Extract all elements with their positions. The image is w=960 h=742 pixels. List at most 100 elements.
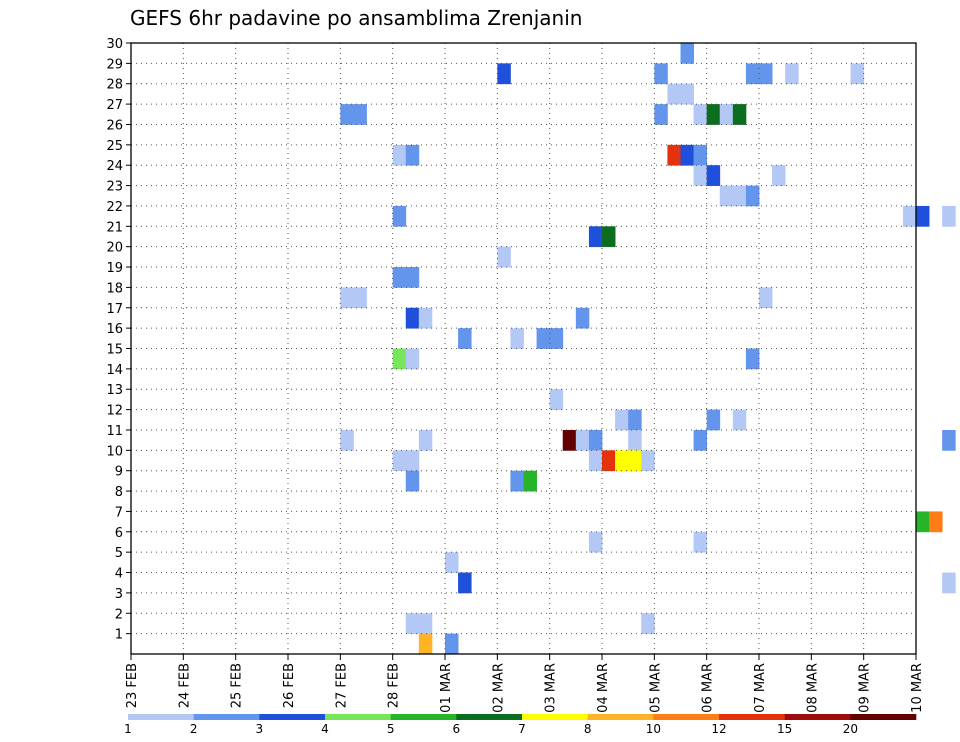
legend-swatch bbox=[522, 714, 588, 720]
heatmap-cell bbox=[641, 450, 655, 472]
y-axis: 1234567891011121314151617181920212223242… bbox=[106, 37, 131, 643]
heatmap-cell bbox=[602, 226, 616, 248]
x-tick-label: 01 MAR bbox=[439, 663, 454, 713]
heatmap-cell bbox=[340, 104, 354, 125]
color-legend: 1 2 3 4 5 6 7 8 10 12 15 20 bbox=[124, 714, 917, 736]
heatmap-cell bbox=[719, 185, 734, 207]
legend-label: 10 bbox=[646, 722, 661, 736]
heatmap-cell bbox=[759, 63, 773, 85]
heatmap-cell bbox=[693, 429, 708, 451]
heatmap-cell bbox=[353, 104, 367, 125]
x-tick-label: 08 MAR bbox=[805, 663, 820, 713]
y-tick-label: 11 bbox=[106, 424, 123, 439]
heatmap-cell bbox=[575, 307, 590, 329]
y-tick-label: 6 bbox=[115, 526, 123, 541]
x-tick-label: 06 MAR bbox=[701, 663, 716, 713]
heatmap-cell bbox=[745, 63, 760, 85]
heatmap-cell bbox=[445, 633, 459, 655]
heatmap-cell bbox=[588, 226, 603, 248]
heatmap-cell bbox=[680, 83, 694, 105]
heatmap-cell bbox=[942, 572, 956, 594]
heatmap-cell bbox=[418, 429, 433, 451]
y-tick-label: 29 bbox=[106, 57, 123, 72]
heatmap-cell bbox=[405, 144, 420, 166]
heatmap-cell bbox=[418, 633, 433, 655]
heatmap-cell bbox=[602, 450, 616, 472]
y-tick-label: 28 bbox=[106, 78, 123, 93]
legend-swatch bbox=[390, 714, 457, 720]
y-tick-label: 10 bbox=[106, 444, 123, 459]
heatmap-cell bbox=[523, 470, 537, 492]
heatmap-cell bbox=[458, 328, 472, 349]
heatmap-cell bbox=[340, 287, 354, 309]
heatmap-cell bbox=[575, 429, 590, 451]
heatmap-cell bbox=[549, 328, 564, 349]
y-tick-label: 7 bbox=[115, 505, 123, 520]
legend-swatch bbox=[325, 714, 391, 720]
cells-layer bbox=[340, 43, 956, 655]
legend-swatch bbox=[259, 714, 326, 720]
heatmap-cell bbox=[693, 531, 708, 553]
x-tick-label: 03 MAR bbox=[544, 663, 559, 713]
heatmap-cell bbox=[405, 348, 420, 370]
heatmap-cell bbox=[418, 613, 433, 635]
heatmap-cell bbox=[745, 185, 760, 207]
heatmap-cell bbox=[536, 328, 551, 349]
heatmap-cell bbox=[392, 450, 407, 472]
y-tick-label: 16 bbox=[106, 322, 123, 337]
x-tick-label: 05 MAR bbox=[648, 663, 663, 713]
heatmap-cell bbox=[916, 511, 930, 533]
legend-label: 3 bbox=[256, 722, 264, 736]
x-tick-label: 09 MAR bbox=[858, 663, 873, 713]
heatmap-cell bbox=[549, 389, 564, 410]
heatmap-cell bbox=[706, 165, 721, 186]
legend-label: 6 bbox=[453, 722, 461, 736]
heatmap-cell bbox=[392, 267, 407, 288]
grid-layer bbox=[131, 43, 916, 654]
x-tick-label: 28 FEB bbox=[387, 663, 402, 708]
heatmap-cell bbox=[445, 552, 459, 573]
heatmap-cell bbox=[458, 572, 472, 594]
y-tick-label: 23 bbox=[106, 180, 123, 195]
heatmap-cell bbox=[418, 307, 433, 329]
x-tick-label: 04 MAR bbox=[596, 663, 611, 713]
legend-swatch bbox=[128, 714, 194, 720]
legend-swatch bbox=[456, 714, 523, 720]
heatmap-cell bbox=[732, 185, 747, 207]
heatmap-cell bbox=[745, 348, 760, 370]
heatmap-cell bbox=[405, 450, 420, 472]
y-tick-label: 20 bbox=[106, 241, 123, 256]
y-tick-label: 19 bbox=[106, 261, 123, 276]
heatmap-cell bbox=[706, 104, 721, 125]
heatmap-cell bbox=[510, 470, 524, 492]
legend-label: 4 bbox=[321, 722, 329, 736]
heatmap-cell bbox=[916, 205, 930, 227]
heatmap-cell bbox=[680, 144, 694, 166]
heatmap-cell bbox=[654, 63, 668, 85]
y-tick-label: 8 bbox=[115, 485, 123, 500]
heatmap-cell bbox=[392, 144, 407, 166]
legend-swatch bbox=[719, 714, 785, 720]
y-tick-label: 4 bbox=[115, 567, 123, 582]
heatmap-cell bbox=[759, 287, 773, 309]
legend-swatch bbox=[653, 714, 720, 720]
legend-label: 20 bbox=[843, 722, 858, 736]
heatmap-cell bbox=[615, 450, 629, 472]
heatmap-cell bbox=[719, 104, 734, 125]
heatmap-cell bbox=[732, 409, 747, 431]
x-tick-label: 24 FEB bbox=[177, 663, 192, 708]
legend-swatch bbox=[587, 714, 654, 720]
x-tick-label: 10 MAR bbox=[910, 663, 925, 713]
legend-label: 7 bbox=[518, 722, 526, 736]
x-tick-label: 02 MAR bbox=[491, 663, 506, 713]
heatmap-cell bbox=[667, 144, 681, 166]
legend-label: 2 bbox=[190, 722, 198, 736]
y-tick-label: 12 bbox=[106, 404, 123, 419]
y-tick-label: 3 bbox=[115, 587, 123, 602]
heatmap-cell bbox=[929, 511, 943, 533]
heatmap-cell bbox=[497, 63, 511, 85]
y-tick-label: 27 bbox=[106, 98, 123, 113]
heatmap-cell bbox=[850, 63, 865, 85]
heatmap-cell bbox=[641, 613, 655, 635]
legend-label: 1 bbox=[124, 722, 132, 736]
